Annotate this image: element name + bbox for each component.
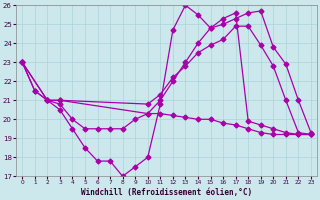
X-axis label: Windchill (Refroidissement éolien,°C): Windchill (Refroidissement éolien,°C): [81, 188, 252, 197]
